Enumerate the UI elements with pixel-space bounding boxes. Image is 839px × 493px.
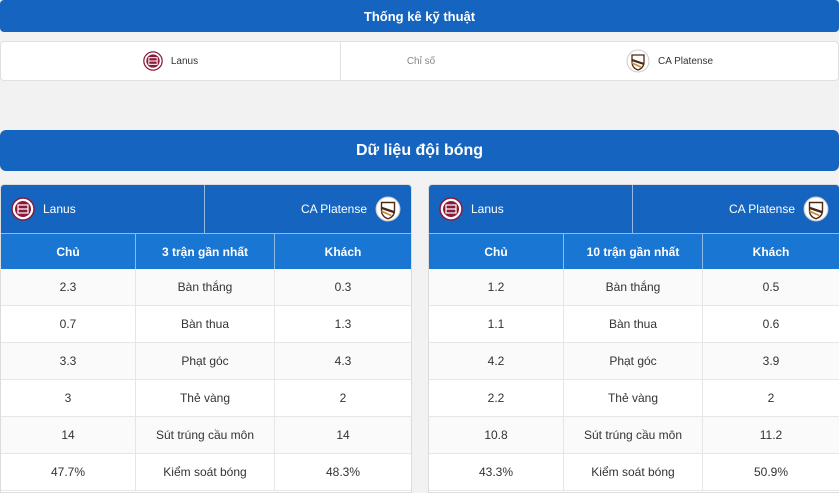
- header-home: Chủ: [429, 234, 564, 269]
- home-value: 1.1: [429, 306, 564, 342]
- away-team[interactable]: CA Platense: [205, 185, 411, 233]
- stats-header-home-name: Lanus: [170, 55, 199, 67]
- away-value: 1.3: [334, 317, 352, 331]
- home-value: 3.3: [1, 343, 136, 379]
- table-row: 2.2 Thẻ vàng 2: [429, 380, 839, 417]
- stat-label: Kiểm soát bóng: [564, 454, 703, 490]
- stat-label: Thẻ vàng: [564, 380, 703, 416]
- home-value: 43.3%: [429, 454, 564, 490]
- home-value: 2.2: [429, 380, 564, 416]
- table-row: 43.3% Kiểm soát bóng 50.9%: [429, 454, 839, 491]
- away-value: 48.3%: [325, 465, 361, 479]
- stats-header-away-name: CA Platense: [657, 55, 714, 67]
- lanus-logo-icon: [11, 197, 35, 221]
- table-row: 0.7 Bàn thua 1.3: [1, 306, 411, 343]
- last-10-matches-panel: Lanus CA Platense Chủ 10 trận gần nhất K…: [428, 184, 839, 493]
- platense-logo-icon: [626, 49, 650, 73]
- home-value: 1.2: [429, 269, 564, 305]
- stats-header-middle: Chỉ số: [406, 55, 436, 67]
- stats-header: Lanus Chỉ số CA Platense: [0, 41, 839, 81]
- away-value: 0.6: [762, 317, 780, 331]
- last-3-matches-panel: Lanus CA Platense Chủ 3 trận gần nhất Kh…: [0, 184, 412, 493]
- table-row: 3 Thẻ vàng 2: [1, 380, 411, 417]
- stat-label: Kiểm soát bóng: [136, 454, 275, 490]
- table-row: 1.1 Bàn thua 0.6: [429, 306, 839, 343]
- panel-teams-row: Lanus CA Platense: [429, 185, 839, 233]
- home-team-name: Lanus: [43, 202, 76, 216]
- table-row: 4.2 Phạt góc 3.9: [429, 343, 839, 380]
- table-row: 3.3 Phạt góc 4.3: [1, 343, 411, 380]
- stats-header-home: Lanus: [1, 42, 341, 80]
- stat-label: Bàn thua: [136, 306, 275, 342]
- table-row: 1.2 Bàn thắng 0.5: [429, 269, 839, 306]
- away-value: 3.9: [762, 354, 780, 368]
- away-value: 0.5: [762, 280, 780, 294]
- home-team[interactable]: Lanus: [1, 185, 205, 233]
- team-data-title: Dữ liệu đội bóng: [0, 130, 839, 171]
- header-period: 10 trận gần nhất: [564, 234, 703, 269]
- home-value: 3: [1, 380, 136, 416]
- stat-label: Phạt góc: [564, 343, 703, 379]
- away-team-name: CA Platense: [300, 202, 367, 216]
- home-value: 4.2: [429, 343, 564, 379]
- technical-stats-title: Thống kê kỹ thuật: [0, 0, 839, 32]
- stat-label: Sút trúng cầu môn: [136, 417, 275, 453]
- header-away: Khách: [752, 244, 790, 259]
- home-team[interactable]: Lanus: [429, 185, 633, 233]
- lanus-logo-icon: [143, 51, 163, 71]
- table-header: Chủ 3 trận gần nhất Khách: [1, 233, 411, 269]
- home-value: 2.3: [1, 269, 136, 305]
- away-value: 50.9%: [753, 465, 789, 479]
- platense-logo-icon: [803, 196, 829, 222]
- table-row: 14 Sút trúng cầu môn 14: [1, 417, 411, 454]
- home-value: 0.7: [1, 306, 136, 342]
- home-value: 14: [1, 417, 136, 453]
- home-value: 47.7%: [1, 454, 136, 490]
- header-home: Chủ: [1, 234, 136, 269]
- away-value: 4.3: [334, 354, 352, 368]
- stat-label: Bàn thua: [564, 306, 703, 342]
- stat-label: Bàn thắng: [564, 269, 703, 305]
- stat-label: Sút trúng cầu môn: [564, 417, 703, 453]
- table-row: 10.8 Sút trúng cầu môn 11.2: [429, 417, 839, 454]
- home-team-name: Lanus: [471, 202, 504, 216]
- platense-logo-icon: [375, 196, 401, 222]
- away-value: 11.2: [759, 428, 783, 442]
- table-row: 47.7% Kiểm soát bóng 48.3%: [1, 454, 411, 491]
- away-value: 2: [767, 391, 775, 405]
- table-row: 2.3 Bàn thắng 0.3: [1, 269, 411, 306]
- home-value: 10.8: [429, 417, 564, 453]
- away-team[interactable]: CA Platense: [633, 185, 839, 233]
- away-value: 0.3: [334, 280, 352, 294]
- away-value: 2: [339, 391, 347, 405]
- stats-header-away: CA Platense: [501, 42, 838, 80]
- stat-label: Thẻ vàng: [136, 380, 275, 416]
- lanus-logo-icon: [439, 197, 463, 221]
- stat-label: Phạt góc: [136, 343, 275, 379]
- header-away: Khách: [324, 244, 362, 259]
- away-value: 14: [336, 428, 350, 442]
- stat-label: Bàn thắng: [136, 269, 275, 305]
- header-period: 3 trận gần nhất: [136, 234, 275, 269]
- panel-teams-row: Lanus CA Platense: [1, 185, 411, 233]
- table-header: Chủ 10 trận gần nhất Khách: [429, 233, 839, 269]
- away-team-name: CA Platense: [728, 202, 795, 216]
